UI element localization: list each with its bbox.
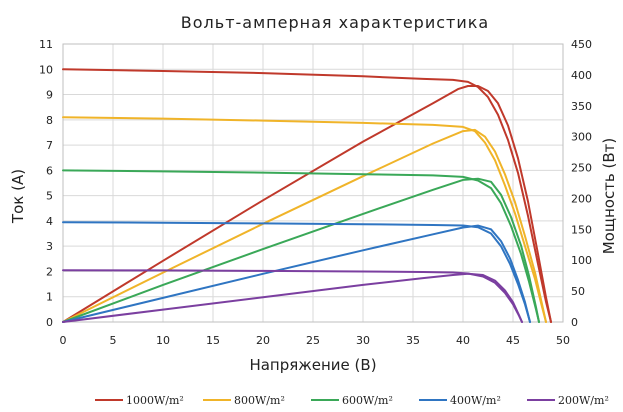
power-curve xyxy=(62,272,523,323)
y-tick-label: 10 xyxy=(39,63,53,76)
plot-frame xyxy=(62,43,564,323)
y-tick-label: 6 xyxy=(46,164,53,177)
y2-axis-ticks: 0 50 100 150 200 250 300 350 400 450 xyxy=(571,38,592,329)
x-axis-label: Напряжение (В) xyxy=(249,356,376,374)
y-tick-label: 7 xyxy=(46,139,53,152)
grid-lines xyxy=(63,44,563,322)
y-tick-label: 3 xyxy=(46,240,53,253)
y-axis-ticks: 0 1 2 3 4 5 6 7 8 9 10 11 xyxy=(39,38,53,329)
x-tick-label: 40 xyxy=(456,334,470,347)
x-tick-label: 10 xyxy=(156,334,170,347)
y2-tick-label: 400 xyxy=(571,69,592,82)
legend-label: 800W/m² xyxy=(234,394,285,407)
y2-tick-label: 200 xyxy=(571,192,592,205)
y2-tick-label: 50 xyxy=(571,285,585,298)
y2-tick-label: 150 xyxy=(571,223,592,236)
y2-tick-label: 100 xyxy=(571,254,592,267)
y-tick-label: 1 xyxy=(46,291,53,304)
x-tick-label: 15 xyxy=(206,334,220,347)
x-tick-label: 5 xyxy=(110,334,117,347)
y2-axis-label: Мощность (Вт) xyxy=(600,138,618,255)
y-tick-label: 4 xyxy=(46,215,53,228)
x-tick-label: 45 xyxy=(506,334,520,347)
y2-tick-label: 350 xyxy=(571,100,592,113)
current-curve xyxy=(62,169,540,323)
x-tick-label: 50 xyxy=(556,334,570,347)
x-axis-ticks: 0 5 10 15 20 25 30 35 40 45 50 xyxy=(60,334,571,347)
power-curve xyxy=(62,85,552,323)
y-tick-label: 5 xyxy=(46,190,53,203)
power-curve xyxy=(62,224,531,323)
x-tick-label: 35 xyxy=(406,334,420,347)
power-curve xyxy=(62,128,547,323)
chart-title: Вольт-амперная характеристика xyxy=(181,13,489,32)
x-tick-label: 0 xyxy=(60,334,67,347)
legend-label: 400W/m² xyxy=(450,394,501,407)
power-curve xyxy=(62,177,540,323)
legend-label: 1000W/m² xyxy=(126,394,184,407)
y-tick-label: 2 xyxy=(46,265,53,278)
y2-tick-label: 450 xyxy=(571,38,592,51)
y-axis-label: Ток (А) xyxy=(9,169,27,224)
y2-tick-label: 300 xyxy=(571,131,592,144)
y-tick-label: 0 xyxy=(46,316,53,329)
y-tick-label: 9 xyxy=(46,89,53,102)
y-tick-label: 11 xyxy=(39,38,53,51)
current-curve xyxy=(62,221,531,323)
current-curve xyxy=(62,116,547,323)
current-curve xyxy=(62,68,552,323)
y2-tick-label: 250 xyxy=(571,162,592,175)
legend: 1000W/m² 800W/m² 600W/m² 400W/m² 200W/m² xyxy=(95,394,609,407)
x-tick-label: 20 xyxy=(256,334,270,347)
y2-tick-label: 0 xyxy=(571,316,578,329)
x-tick-label: 25 xyxy=(306,334,320,347)
legend-label: 200W/m² xyxy=(558,394,609,407)
legend-label: 600W/m² xyxy=(342,394,393,407)
x-tick-label: 30 xyxy=(356,334,370,347)
y-tick-label: 8 xyxy=(46,114,53,127)
series-curves xyxy=(62,68,552,323)
